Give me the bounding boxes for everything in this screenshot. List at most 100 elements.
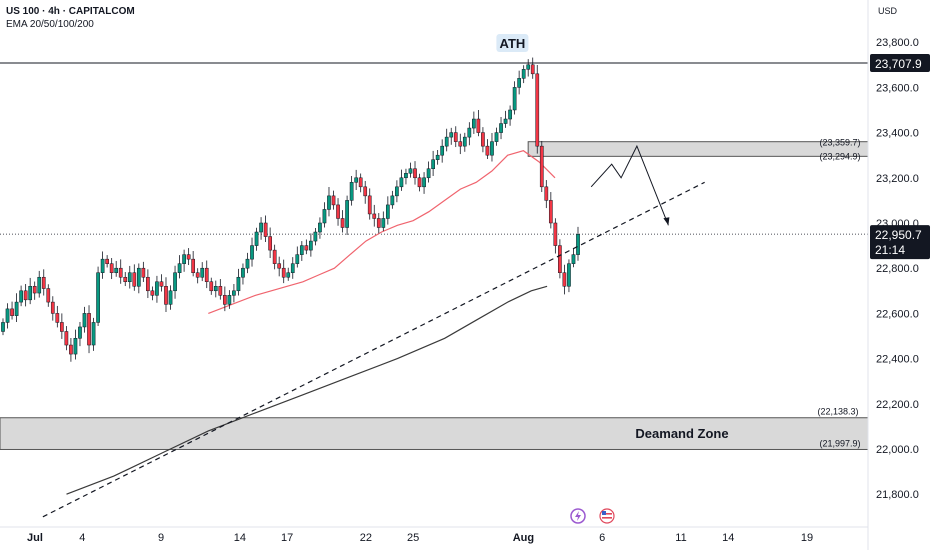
candle-body[interactable] [195,272,200,278]
candle-body[interactable] [367,195,372,215]
candle-body[interactable] [372,213,377,219]
candle-body[interactable] [571,254,576,264]
ascending-trendline[interactable] [42,181,705,518]
candle-body[interactable] [490,141,494,156]
candle-body[interactable] [286,272,291,278]
candle-body[interactable] [512,87,517,111]
candle-body[interactable] [576,234,580,255]
candle-body[interactable] [331,195,336,206]
candle-body[interactable] [304,245,309,251]
candle-body[interactable] [159,281,164,287]
candle-body[interactable] [345,200,349,228]
candle-body[interactable] [227,295,232,305]
candle-body[interactable] [385,204,390,219]
candle-body[interactable] [340,218,345,228]
candle-body[interactable] [200,267,205,278]
candle-body[interactable] [494,132,499,142]
candle-body[interactable] [413,168,417,179]
candle-body[interactable] [82,313,87,328]
candle-body[interactable] [150,290,155,296]
candle-body[interactable] [232,290,236,296]
candle-body[interactable] [164,286,168,305]
candle-body[interactable] [476,118,481,133]
candle-body[interactable] [349,182,354,201]
candle-body[interactable] [408,168,413,174]
candle-body[interactable] [295,254,300,264]
candle-body[interactable] [223,295,227,305]
candle-body[interactable] [299,245,304,255]
candle-body[interactable] [78,326,82,339]
candle-body[interactable] [417,177,422,188]
candle-body[interactable] [213,286,218,292]
candle-body[interactable] [395,186,399,197]
candle-body[interactable] [123,276,128,283]
candle-body[interactable] [46,288,51,303]
candle-body[interactable] [313,231,318,242]
candle-body[interactable] [290,263,295,273]
candle-body[interactable] [127,272,132,283]
candle-body[interactable] [376,218,381,228]
candle-body[interactable] [100,258,105,273]
candle-body[interactable] [562,272,567,287]
candle-body[interactable] [558,245,562,273]
candle-body[interactable] [281,267,286,278]
candle-body[interactable] [87,313,91,346]
candle-body[interactable] [435,154,440,160]
candle-body[interactable] [146,276,150,292]
candle-body[interactable] [453,132,458,142]
candle-body[interactable] [499,123,503,133]
demand-zone-box[interactable] [0,417,869,450]
candle-body[interactable] [322,209,327,224]
ema-200-line[interactable] [66,285,548,495]
candle-body[interactable] [327,195,331,210]
indicator-label[interactable]: EMA 20/50/100/200 [6,19,94,30]
candle-body[interactable] [336,204,340,219]
candle-body[interactable] [209,281,214,292]
candle-body[interactable] [462,136,467,147]
supply-zone-box[interactable] [527,141,869,157]
candle-body[interactable] [218,286,223,296]
candle-body[interactable] [173,272,177,292]
candle-body[interactable] [105,258,109,264]
candle-body[interactable] [69,344,73,355]
projection-path[interactable] [590,144,669,226]
candle-body[interactable] [358,177,363,188]
candle-body[interactable] [177,263,182,273]
ema-50-line[interactable] [208,150,556,314]
candle-body[interactable] [23,290,28,301]
candle-body[interactable] [440,145,445,156]
candle-body[interactable] [544,186,549,201]
candle-body[interactable] [309,240,313,251]
candle-body[interactable] [254,231,259,246]
candle-body[interactable] [467,127,472,138]
candle-body[interactable] [204,267,209,283]
candle-body[interactable] [28,286,33,301]
candle-body[interactable] [64,331,69,346]
candle-body[interactable] [318,222,322,233]
candle-body[interactable] [449,132,454,138]
candle-body[interactable] [182,254,186,264]
candle-body[interactable] [363,186,368,197]
candle-body[interactable] [73,338,78,355]
candle-body[interactable] [422,177,426,188]
candle-body[interactable] [517,78,521,88]
candle-body[interactable] [136,267,141,287]
candle-body[interactable] [245,258,250,269]
candle-body[interactable] [60,322,64,332]
candle-body[interactable] [250,245,254,260]
candle-body[interactable] [530,64,535,75]
candle-body[interactable] [535,73,540,147]
candle-body[interactable] [539,145,544,188]
candle-body[interactable] [354,177,358,183]
candle-body[interactable] [472,118,476,129]
candle-body[interactable] [10,308,14,316]
candle-body[interactable] [168,290,173,305]
candle-body[interactable] [268,236,272,251]
candle-body[interactable] [91,322,96,346]
economic-event-icon[interactable] [599,508,615,524]
candle-body[interactable] [521,69,526,79]
candle-body[interactable] [41,276,46,289]
candle-body[interactable] [141,267,146,278]
candle-body[interactable] [548,200,553,224]
